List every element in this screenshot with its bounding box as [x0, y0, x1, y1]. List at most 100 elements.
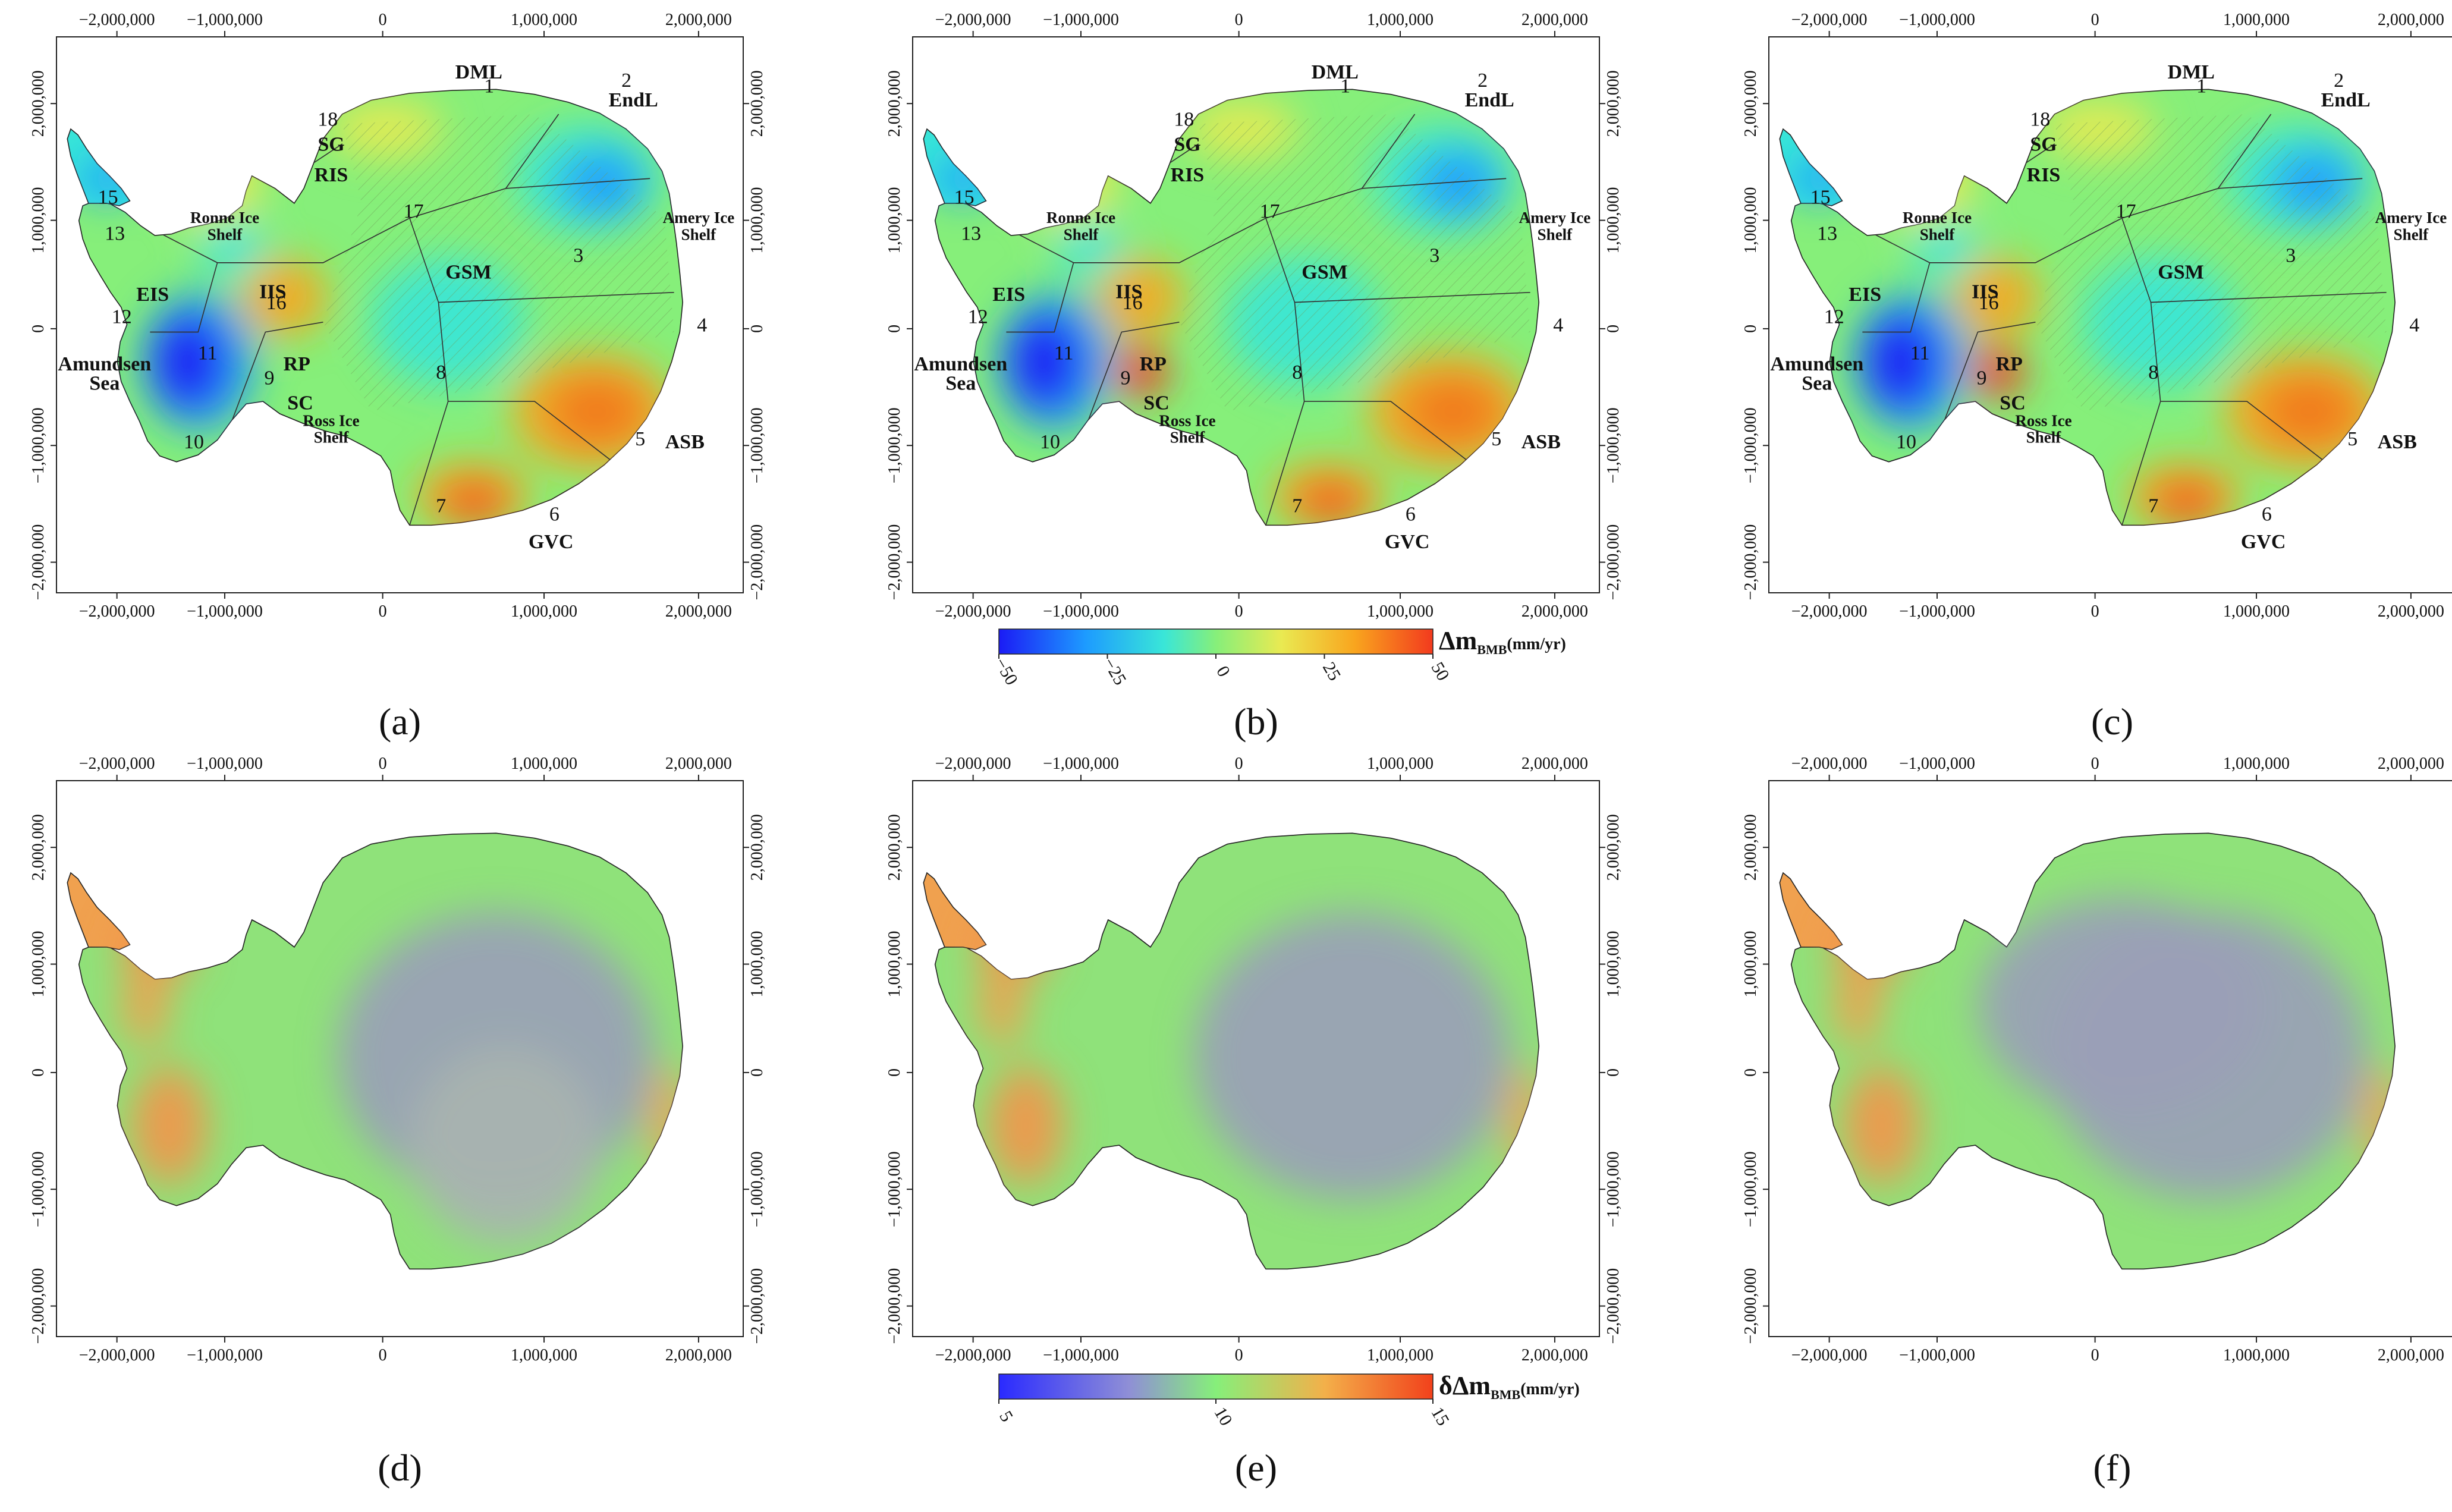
colorbar-tick-label: −25	[1099, 655, 1130, 689]
region-label: Shelf	[1170, 429, 1206, 447]
region-label: 3	[2286, 245, 2296, 267]
panel-caption: (a)	[379, 700, 421, 743]
region-label: EIS	[136, 284, 169, 306]
x-bottom-tick-label: 0	[2091, 602, 2099, 621]
region-label: 5	[635, 428, 645, 450]
x-bottom-tick-label: 2,000,000	[1522, 1346, 1588, 1365]
x-top-tick-label: −2,000,000	[1791, 11, 1868, 29]
x-top-tick-label: 0	[1235, 11, 1243, 29]
region-label: GSM	[1302, 262, 1347, 284]
basin-line	[2218, 178, 2363, 189]
x-bottom-tick-label: −1,000,000	[1899, 602, 1975, 621]
value-blob	[1506, 1065, 1539, 1175]
region-label: 8	[2148, 362, 2158, 383]
colorbar-tick-label: 5	[995, 1408, 1017, 1425]
antarctica-map	[923, 832, 1540, 1270]
x-bottom-tick-label: −2,000,000	[79, 1346, 155, 1365]
x-top-tick-label: 1,000,000	[2223, 755, 2290, 773]
y-left-tick-label: 2,000,000	[29, 814, 48, 881]
value-blob	[131, 1065, 208, 1185]
y-left-tick-label: −2,000,000	[29, 524, 48, 601]
panel-caption: (d)	[378, 1447, 422, 1489]
x-bottom-tick-label: 2,000,000	[2378, 602, 2444, 621]
x-bottom-tick-label: −1,000,000	[187, 1346, 263, 1365]
y-right-tick-label: 2,000,000	[748, 814, 766, 881]
y-right-tick-label: −2,000,000	[1604, 1268, 1623, 1344]
region-label: Ross Ice	[1159, 412, 1215, 430]
x-bottom-tick-label: 0	[1235, 602, 1243, 621]
map-frame	[1768, 36, 2452, 593]
region-label: RP	[284, 353, 310, 375]
region-label: SG	[317, 134, 344, 156]
x-bottom-tick-label: 1,000,000	[2223, 602, 2290, 621]
y-left-tick-label: −1,000,000	[29, 407, 48, 483]
region-label: 12	[968, 306, 988, 328]
basin-line	[1294, 292, 1530, 303]
region-label: Shelf	[208, 225, 243, 243]
y-left-tick-label: 1,000,000	[885, 187, 904, 254]
value-blob	[1833, 967, 1882, 1046]
colorbar-ramp	[998, 628, 1434, 655]
map-panel-a: −2,000,000 −1,000,000 0 1,000,000 2,000,000−…	[29, 11, 766, 621]
region-label: Shelf	[1538, 225, 1573, 243]
y-left-tick-label: 2,000,000	[885, 814, 904, 881]
region-label: 15	[1810, 187, 1831, 209]
antarctica-map	[1779, 832, 2396, 1270]
region-label: RIS	[315, 164, 348, 186]
y-left-tick-label: 1,000,000	[29, 931, 48, 998]
basin-line	[2160, 401, 2325, 461]
value-blob	[1968, 344, 2026, 399]
region-label: EIS	[1849, 284, 1881, 306]
region-label: Ronne Ice	[1046, 209, 1115, 227]
value-blob	[1843, 1065, 1920, 1185]
region-label: RIS	[2027, 164, 2061, 186]
region-label: 4	[1553, 315, 1563, 337]
value-blob	[1978, 897, 2266, 1116]
y-right-tick-label: −1,000,000	[748, 407, 766, 483]
region-label: 2	[2334, 70, 2344, 92]
y-left-tick-label: −2,000,000	[1741, 1268, 1760, 1344]
region-label: 16	[266, 292, 287, 314]
axis-ticks: −2,000,000 −1,000,000 0 1,000,000 2,000,000−…	[885, 755, 1623, 1365]
y-right-tick-label: 0	[748, 1068, 766, 1077]
x-bottom-tick-label: −2,000,000	[935, 1346, 1011, 1365]
x-bottom-tick-label: −2,000,000	[1791, 1346, 1868, 1365]
region-label: IIS	[1115, 281, 1142, 303]
region-label: 5	[2347, 428, 2357, 450]
basin-line	[231, 321, 323, 422]
region-label: ASB	[1522, 431, 1561, 453]
x-bottom-tick-label: 2,000,000	[665, 602, 732, 621]
value-blob	[974, 912, 1052, 982]
x-bottom-tick-label: 1,000,000	[1367, 602, 1434, 621]
region-label: SG	[2030, 134, 2057, 156]
y-left-tick-label: −1,000,000	[1741, 1151, 1760, 1227]
y-left-tick-label: −2,000,000	[29, 1268, 48, 1344]
antarctica-map	[923, 89, 1540, 526]
basin-line	[150, 232, 218, 333]
y-left-tick-label: 1,000,000	[29, 187, 48, 254]
x-top-tick-label: −1,000,000	[187, 11, 263, 29]
x-bottom-tick-label: 2,000,000	[665, 1346, 732, 1365]
y-right-tick-label: −1,000,000	[1604, 407, 1623, 483]
y-left-tick-label: 0	[885, 325, 904, 333]
x-top-tick-label: −1,000,000	[187, 755, 263, 773]
y-left-tick-label: 0	[885, 1068, 904, 1077]
x-bottom-tick-label: −2,000,000	[79, 602, 155, 621]
region-label: 12	[1824, 306, 1844, 328]
region-label: 9	[1977, 367, 1987, 389]
x-top-tick-label: 2,000,000	[1522, 11, 1588, 29]
x-top-tick-label: 1,000,000	[2223, 11, 2290, 29]
region-label: Sea	[945, 373, 976, 395]
x-top-tick-label: 0	[2091, 755, 2099, 773]
map-panel-c: −2,000,000 −1,000,000 0 1,000,000 2,000,000 −…	[1741, 11, 2452, 621]
axis-ticks: −2,000,000 −1,000,000 0 1,000,000 2,000,000−…	[1741, 755, 2444, 1365]
region-label: 13	[961, 222, 981, 244]
basin-line	[1362, 178, 1507, 189]
basin-line	[1087, 321, 1180, 422]
y-right-tick-label: −2,000,000	[748, 1268, 766, 1344]
region-label: 15	[98, 187, 118, 209]
region-label: Amery Ice	[2375, 209, 2447, 227]
region-label: 7	[1292, 495, 1302, 517]
region-label: 10	[184, 431, 204, 453]
region-label: DML	[2168, 61, 2215, 83]
